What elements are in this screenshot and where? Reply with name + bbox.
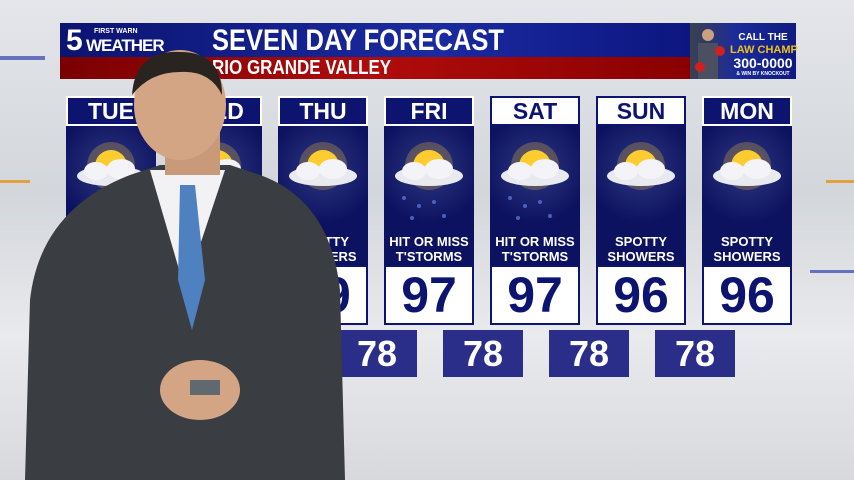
ad-line: CALL THE [738,32,788,43]
forecast-day-fri: FRI HIT OR MISS T'STORMS 97 [384,96,474,325]
decor-stripe [826,180,854,183]
high-temp: 97 [384,265,474,325]
forecast-day-sat: SAT HIT OR MISS T'STORMS 97 [490,96,580,325]
ad-line: LAW CHAMP [730,44,798,56]
low-temp: 78 [443,330,523,377]
condition-text: SPOTTY SHOWERS [702,232,792,265]
condition-text: SPOTTY SHOWERS [596,232,686,265]
sponsor-ad: CALL THE LAW CHAMP 300-0000 & WIN BY KNO… [690,23,798,79]
condition-text: HIT OR MISS T'STORMS [490,232,580,265]
high-temp: 96 [702,265,792,325]
partly-cloudy-sun-icon [596,126,686,232]
sponsor-person-icon [695,29,725,79]
condition-text: HIT OR MISS T'STORMS [384,232,474,265]
header-bar [60,23,690,57]
thunderstorm-icon [490,126,580,232]
logo-word: WEATHER [86,36,165,55]
day-label: THU [278,96,368,126]
thunderstorm-icon [384,126,474,232]
day-label: SAT [490,96,580,126]
day-label: FRI [384,96,474,126]
ad-line: & WIN BY KNOCKOUT [736,71,790,77]
logo-number: 5 [66,24,83,57]
decor-stripe [0,180,30,183]
high-temp: 97 [490,265,580,325]
day-label: SUN [596,96,686,126]
day-label: MON [702,96,792,126]
partly-cloudy-sun-icon [702,126,792,232]
decor-stripe [0,56,45,60]
region-label: RIO GRANDE VALLEY [212,57,392,79]
page-title: SEVEN DAY FORECAST [212,24,504,57]
low-temp: 78 [549,330,629,377]
forecast-day-mon: MON SPOTTY SHOWERS 96 [702,96,792,325]
logo-tag: FIRST WARN [94,28,138,35]
forecast-day-sun: SUN SPOTTY SHOWERS 96 [596,96,686,325]
decor-stripe [810,270,854,273]
low-temp: 78 [655,330,735,377]
low-temp: 78 [337,330,417,377]
high-temp: 96 [596,265,686,325]
ad-phone: 300-0000 [733,55,793,71]
